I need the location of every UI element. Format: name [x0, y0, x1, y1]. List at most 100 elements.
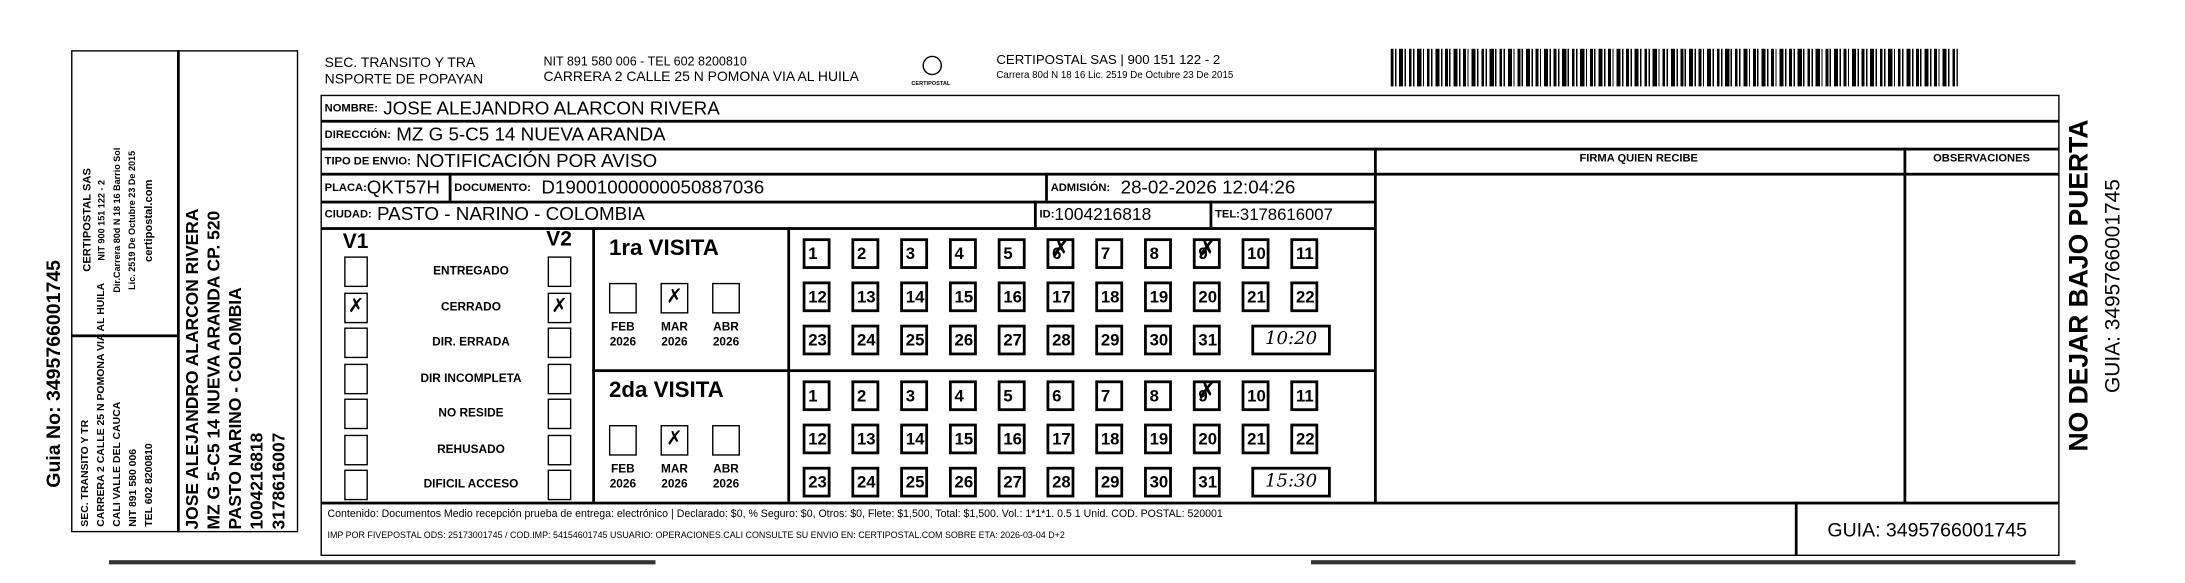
day-checkbox[interactable]: 28 — [1046, 324, 1075, 356]
day-checkbox[interactable]: 28 — [1046, 466, 1075, 498]
day-checkbox[interactable]: 11 — [1290, 380, 1319, 412]
month-year: 2026 — [661, 334, 688, 349]
day-checkbox[interactable]: 31 — [1192, 324, 1221, 356]
day-checkbox[interactable]: 5 — [997, 238, 1026, 269]
day-checkbox[interactable]: 6 — [1046, 380, 1075, 412]
time-field[interactable]: 15:30 — [1251, 466, 1331, 498]
day-checkbox[interactable]: 23 — [802, 466, 831, 498]
day-checkbox[interactable]: 9 ✗ — [1192, 379, 1221, 412]
day-checkbox[interactable]: 2 — [851, 238, 880, 269]
v2-checkbox[interactable] — [547, 256, 572, 288]
v1-checkbox[interactable] — [344, 256, 368, 288]
day-checkbox[interactable]: 13 — [851, 423, 880, 455]
day-checkbox[interactable]: 16 — [997, 423, 1026, 455]
day-checkbox[interactable]: 18 — [1095, 423, 1124, 455]
day-checkbox[interactable]: 24 — [851, 466, 880, 498]
day-checkbox[interactable]: 21 — [1241, 423, 1270, 455]
day-checkbox[interactable]: 27 — [997, 324, 1026, 356]
signature-area[interactable] — [1377, 176, 1901, 499]
day-checkbox[interactable]: 31 — [1192, 466, 1221, 498]
time-field[interactable]: 10:20 — [1251, 324, 1331, 356]
day-checkbox[interactable]: 20 — [1192, 423, 1221, 455]
day-checkbox[interactable]: 7 — [1095, 380, 1124, 412]
day-checkbox[interactable]: 12 — [802, 281, 831, 313]
v2-checkbox[interactable] — [547, 434, 572, 465]
day-checkbox[interactable]: 19 — [1144, 423, 1172, 455]
month-checkbox[interactable] — [712, 282, 740, 314]
v2-label: V2 — [546, 227, 572, 251]
day-checkbox[interactable]: 8 — [1144, 238, 1172, 269]
month-label: FEB 2026 — [603, 461, 642, 492]
month-checkbox[interactable] — [608, 425, 637, 456]
month-checkbox[interactable]: ✗ — [660, 425, 689, 456]
visit-label: 1ra VISITA — [608, 236, 719, 261]
day-checkbox[interactable]: 10 — [1241, 380, 1270, 412]
v1-checkbox[interactable]: ✗ — [344, 291, 368, 323]
day-checkbox[interactable]: 15 — [948, 281, 977, 313]
footer-guia: GUIA: 3495766001745 — [1827, 517, 2027, 540]
v2-checkbox[interactable] — [547, 327, 572, 359]
day-checkbox[interactable]: 30 — [1144, 324, 1172, 356]
day-checkbox[interactable]: 30 — [1144, 466, 1172, 498]
day-checkbox[interactable]: 15 — [948, 423, 977, 455]
ciudad-label: CIUDAD: — [324, 207, 372, 221]
v2-checkbox[interactable] — [547, 363, 572, 394]
day-checkbox[interactable]: 13 — [851, 281, 880, 313]
day-checkbox[interactable]: 16 — [997, 281, 1026, 313]
day-checkbox[interactable]: 6 ✗ — [1046, 237, 1075, 269]
day-checkbox[interactable]: 17 — [1046, 281, 1075, 313]
day-checkbox[interactable]: 12 — [802, 423, 831, 455]
day-checkbox[interactable]: 8 — [1144, 380, 1172, 412]
day-checkbox[interactable]: 23 — [802, 324, 831, 356]
stub-sender: SEC. TRANSITO Y TR CARRERA 2 CALLE 25 N … — [77, 283, 157, 527]
day-checkbox[interactable]: 14 — [900, 423, 929, 455]
day-checkbox[interactable]: 1 — [802, 238, 831, 269]
day-checkbox[interactable]: 19 — [1144, 281, 1172, 313]
day-checkbox[interactable]: 10 — [1241, 238, 1270, 269]
day-checkbox[interactable]: 1 — [802, 380, 831, 412]
day-checkbox[interactable]: 26 — [948, 466, 977, 498]
day-checkbox[interactable]: 4 — [948, 238, 977, 269]
day-checkbox[interactable]: 9 ✗ — [1192, 237, 1221, 269]
day-checkbox[interactable]: 7 — [1095, 238, 1124, 269]
v2-checkbox[interactable] — [547, 469, 572, 501]
day-checkbox[interactable]: 27 — [997, 466, 1026, 498]
day-checkbox[interactable]: 22 — [1290, 281, 1319, 313]
stub-carrier-line: CERTIPOSTAL SAS — [80, 168, 94, 273]
v2-checkbox[interactable]: ✗ — [547, 291, 572, 323]
v1-checkbox[interactable] — [344, 434, 368, 465]
v1-checkbox[interactable] — [344, 327, 368, 359]
day-checkbox[interactable]: 18 — [1095, 281, 1124, 313]
month-name: ABR — [713, 319, 739, 334]
day-checkbox[interactable]: 24 — [851, 324, 880, 356]
day-checkbox[interactable]: 29 — [1095, 466, 1124, 498]
v2-checkbox[interactable] — [547, 398, 572, 430]
month-checkbox[interactable] — [712, 425, 740, 456]
v1-checkbox[interactable] — [344, 363, 368, 394]
logo-text: CERTIPOSTAL — [911, 79, 951, 87]
stub-recipient-line: PASTO NARINO - COLOMBIA — [225, 287, 246, 530]
month-label: MAR 2026 — [655, 461, 694, 492]
day-checkbox[interactable]: 29 — [1095, 324, 1124, 356]
day-checkbox[interactable]: 11 — [1290, 238, 1319, 269]
day-checkbox[interactable]: 25 — [900, 324, 929, 356]
day-checkbox[interactable]: 2 — [851, 380, 880, 412]
day-checkbox[interactable]: 25 — [900, 466, 929, 498]
day-checkbox[interactable]: 21 — [1241, 281, 1270, 313]
day-checkbox[interactable]: 22 — [1290, 423, 1319, 455]
v1-checkbox[interactable] — [344, 398, 368, 430]
day-checkbox[interactable]: 14 — [900, 281, 929, 313]
day-checkbox[interactable]: 3 — [900, 238, 929, 269]
day-checkbox[interactable]: 26 — [948, 324, 977, 356]
v1-checkbox[interactable] — [344, 469, 368, 501]
day-checkbox[interactable]: 4 — [948, 380, 977, 412]
side-warning: NO DEJAR BAJO PUERTA — [2065, 119, 2095, 452]
month-checkbox[interactable]: ✗ — [660, 282, 689, 314]
barcode — [1390, 48, 1958, 87]
day-checkbox[interactable]: 17 — [1046, 423, 1075, 455]
day-checkbox[interactable]: 5 — [997, 380, 1026, 412]
day-checkbox[interactable]: 3 — [900, 380, 929, 412]
observaciones-area[interactable] — [1906, 176, 2056, 499]
day-checkbox[interactable]: 20 — [1192, 281, 1221, 313]
month-checkbox[interactable] — [608, 282, 637, 314]
